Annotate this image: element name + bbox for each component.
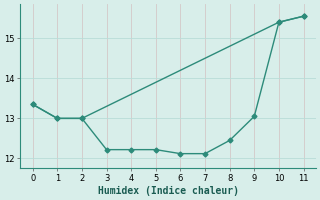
X-axis label: Humidex (Indice chaleur): Humidex (Indice chaleur) bbox=[98, 186, 239, 196]
